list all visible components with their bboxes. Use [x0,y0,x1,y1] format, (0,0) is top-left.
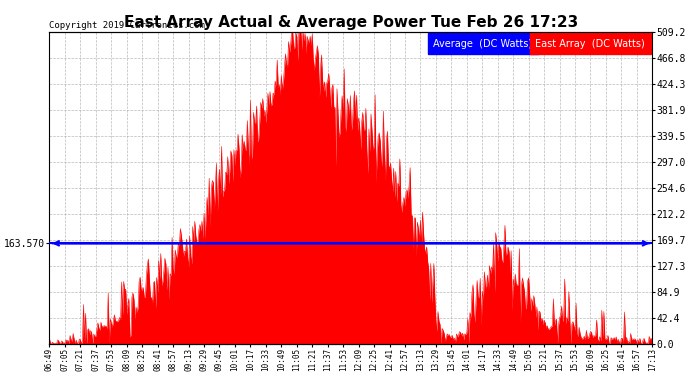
Title: East Array Actual & Average Power Tue Feb 26 17:23: East Array Actual & Average Power Tue Fe… [124,15,578,30]
Legend: Average  (DC Watts), East Array  (DC Watts): Average (DC Watts), East Array (DC Watts… [428,36,647,51]
Text: Copyright 2019 Cartronics.com: Copyright 2019 Cartronics.com [50,21,206,30]
